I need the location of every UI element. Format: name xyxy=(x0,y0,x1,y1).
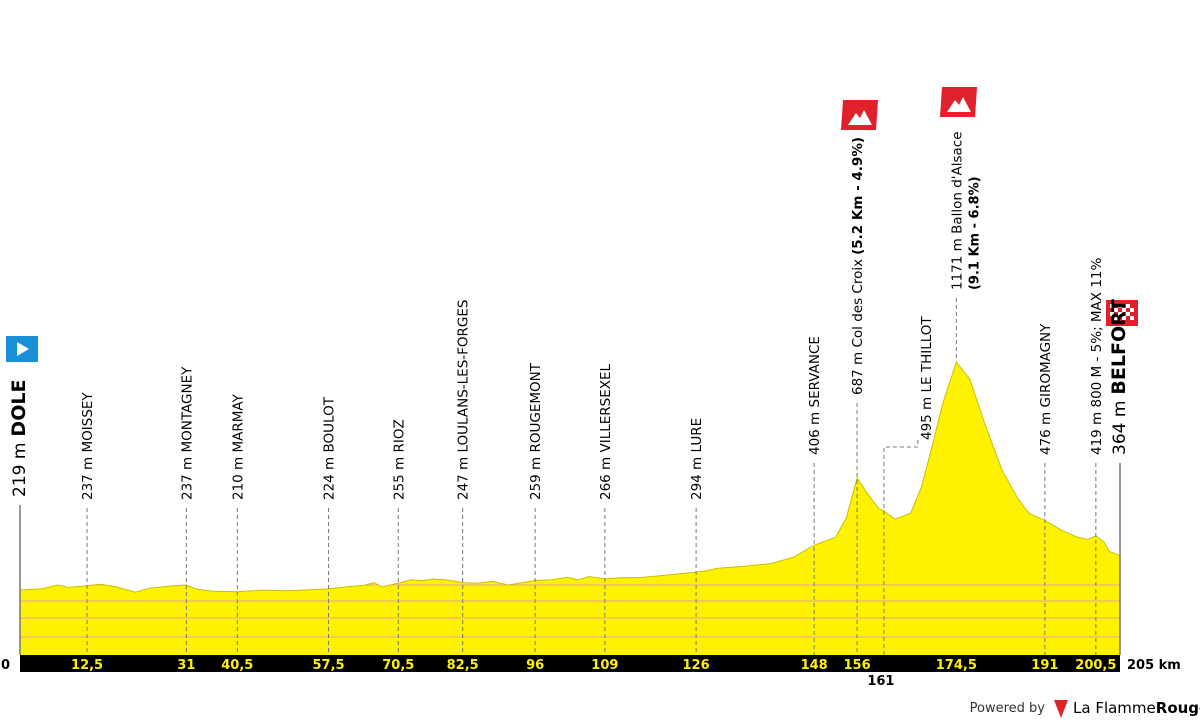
x-tick-label: 200,5 xyxy=(1075,658,1116,673)
waypoint: 247 m LOULANS-LES-FORGES xyxy=(456,300,472,500)
waypoint-elevation: 495 m LE THILLOT xyxy=(919,316,935,440)
x-tick-label: 148 xyxy=(801,658,828,673)
waypoint-elevation: 294 m LURE xyxy=(689,418,705,500)
brand-name: La Flamme xyxy=(1073,699,1156,717)
waypoint: 266 m VILLERSEXEL xyxy=(598,363,614,500)
waypoint-elevation: 266 m VILLERSEXEL xyxy=(598,363,614,500)
waypoint-label: 224 m BOULOT xyxy=(322,396,338,500)
waypoint-name: DOLE xyxy=(8,380,30,437)
waypoint-label: 495 m LE THILLOT xyxy=(919,316,935,440)
waypoint-label: 219 m DOLE xyxy=(8,380,30,497)
waypoint-label: 237 m MOISSEY xyxy=(80,392,96,500)
waypoint: 476 m GIROMAGNY xyxy=(1038,323,1054,455)
waypoint-elevation: 476 m GIROMAGNY xyxy=(1038,323,1054,455)
climb-icon xyxy=(841,100,878,130)
waypoint-label: 364 m BELFORT xyxy=(1108,299,1130,455)
waypoint-elevation: 259 m ROUGEMONT xyxy=(528,362,544,500)
climb-icon xyxy=(940,87,977,117)
km-bar xyxy=(20,655,1120,672)
waypoint-elevation: 219 m xyxy=(10,443,30,497)
waypoint-label: 406 m SERVANCE xyxy=(807,336,823,455)
x-tick-label: 31 xyxy=(177,658,195,673)
waypoint: 237 m MONTAGNEY xyxy=(179,366,195,500)
waypoint-elevation: 247 m LOULANS-LES-FORGES xyxy=(456,300,472,500)
waypoint-label: 419 m 800 M - 5%; MAX 11% xyxy=(1089,257,1105,455)
waypoint: 259 m ROUGEMONT xyxy=(528,362,544,500)
waypoint-elevation: 419 m 800 M - 5%; MAX 11% xyxy=(1089,257,1105,455)
waypoint-label: 255 m RIOZ xyxy=(391,419,407,500)
waypoint-label: 294 m LURE xyxy=(689,418,705,500)
waypoint-label: 687 m Col des Croix (5.2 Km - 4.9%) xyxy=(850,137,866,395)
x-tick-label: 109 xyxy=(591,658,618,673)
waypoint-label: 259 m ROUGEMONT xyxy=(528,362,544,500)
x-tick-label: 191 xyxy=(1031,658,1058,673)
x-tick-label: 161 xyxy=(867,674,894,689)
waypoint: 364 m BELFORT xyxy=(1108,299,1130,455)
x-tick-label: 82,5 xyxy=(447,658,479,673)
waypoint-label: 476 m GIROMAGNY xyxy=(1038,323,1054,455)
tick-line xyxy=(883,440,919,655)
waypoint: 419 m 800 M - 5%; MAX 11% xyxy=(1089,257,1105,455)
x-tick-label: 40,5 xyxy=(221,658,253,673)
waypoint-name: BELFORT xyxy=(1108,299,1130,394)
waypoint-label: 1171 m Ballon d'Alsace xyxy=(949,131,965,290)
profile-edge xyxy=(19,360,1121,593)
waypoint-label: 237 m MONTAGNEY xyxy=(179,366,195,500)
waypoint-elevation: 687 m Col des Croix xyxy=(850,259,866,395)
waypoint-elevation: 237 m MOISSEY xyxy=(80,392,96,500)
powered-by: Powered by xyxy=(970,701,1046,716)
waypoint-elevation: 406 m SERVANCE xyxy=(807,336,823,455)
finish-icon xyxy=(1106,300,1138,326)
waypoint-detail: (5.2 Km - 4.9%) xyxy=(850,137,866,255)
x-tick-label: 57,5 xyxy=(312,658,344,673)
waypoint-elevation: 1171 m Ballon d'Alsace xyxy=(949,131,965,290)
x-tick-label: 156 xyxy=(844,658,871,673)
elevation-area xyxy=(20,362,1120,655)
waypoint: 294 m LURE xyxy=(689,418,705,500)
waypoint-label: 210 m MARMAY xyxy=(230,393,246,500)
waypoint: 687 m Col des Croix (5.2 Km - 4.9%) xyxy=(850,137,866,395)
waypoint: 219 m DOLE xyxy=(8,380,30,497)
waypoint-elevation: 224 m BOULOT xyxy=(322,396,338,500)
x-tick-label: 12,5 xyxy=(71,658,103,673)
start-icon xyxy=(6,336,38,362)
waypoint-elevation: 255 m RIOZ xyxy=(391,419,407,500)
waypoint: 255 m RIOZ xyxy=(391,419,407,500)
x-tick-label: 205 km xyxy=(1127,658,1181,673)
brand-logo xyxy=(1054,700,1068,718)
waypoint-elevation: 364 m xyxy=(1110,401,1130,455)
waypoint: 406 m SERVANCE xyxy=(807,336,823,455)
waypoint-elevation: 237 m MONTAGNEY xyxy=(179,366,195,500)
waypoint: 210 m MARMAY xyxy=(230,393,246,500)
waypoint: 495 m LE THILLOT xyxy=(919,316,935,440)
waypoint-label: 266 m VILLERSEXEL xyxy=(598,363,614,500)
waypoint: 237 m MOISSEY xyxy=(80,392,96,500)
waypoint-detail: (9.1 Km - 6.8%) xyxy=(967,176,982,290)
x-tick-label: 0 xyxy=(1,658,10,673)
x-tick-label: 174,5 xyxy=(936,658,977,673)
brand-name-bold: Rouge xyxy=(1156,699,1200,717)
waypoint: 1171 m Ballon d'Alsace (9.1 Km - 6.8%) xyxy=(949,131,982,290)
waypoint: 224 m BOULOT xyxy=(322,396,338,500)
brand: La FlammeRouge xyxy=(1073,699,1200,717)
x-tick-label: 126 xyxy=(683,658,710,673)
x-tick-label: 70,5 xyxy=(382,658,414,673)
waypoint-label: 247 m LOULANS-LES-FORGES xyxy=(456,300,472,500)
waypoint-elevation: 210 m MARMAY xyxy=(230,393,246,500)
x-tick-label: 96 xyxy=(526,658,544,673)
